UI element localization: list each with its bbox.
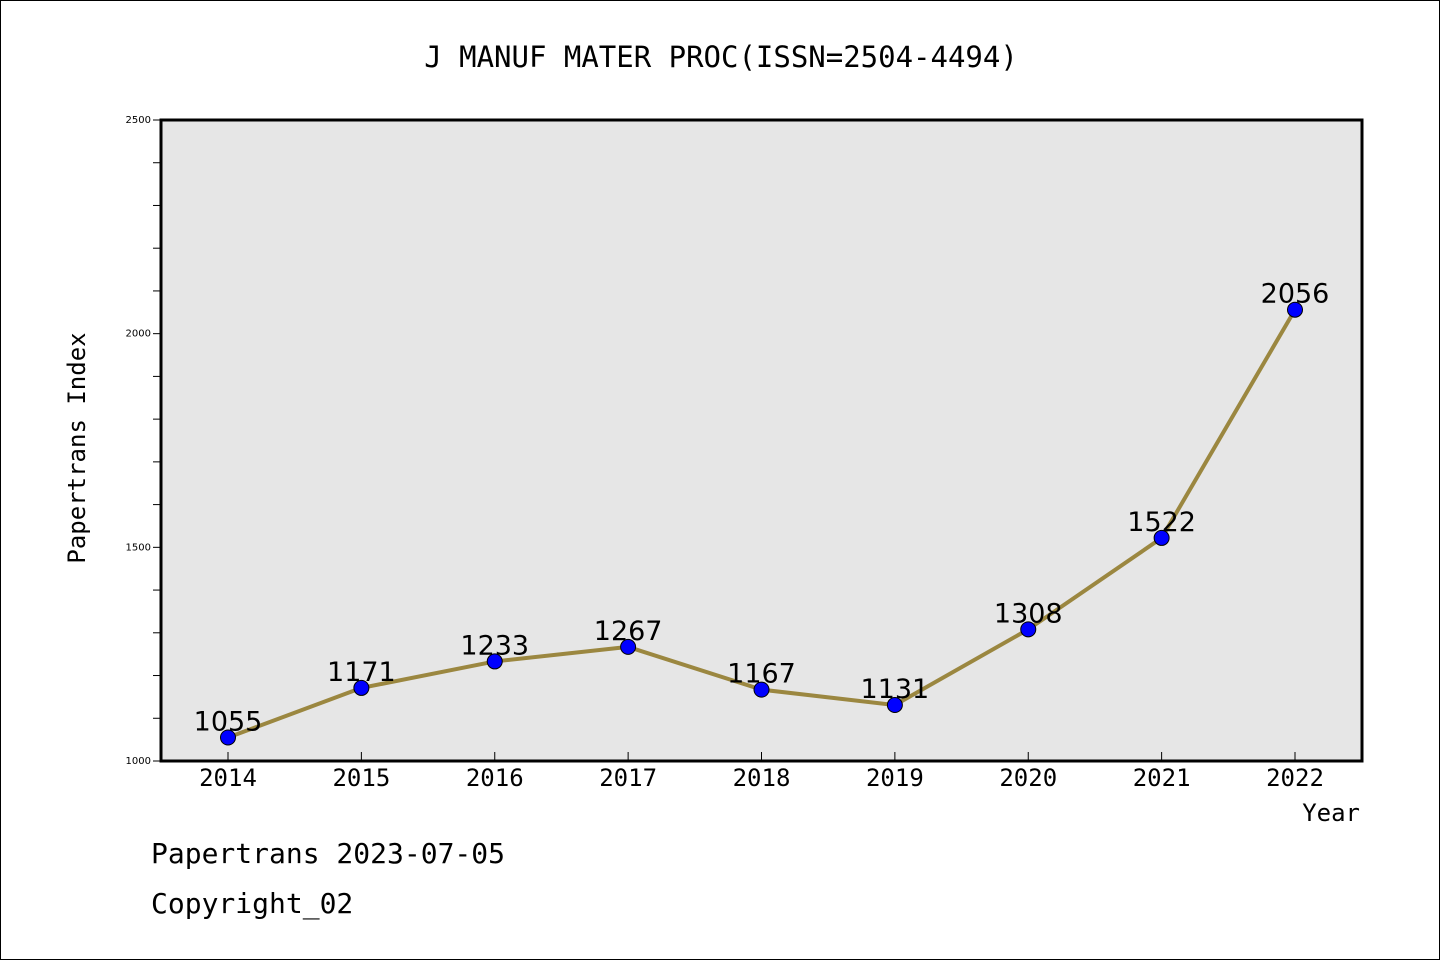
y-axis-label: Papertrans Index bbox=[63, 332, 91, 563]
x-tick-label: 2014 bbox=[199, 764, 257, 792]
x-tick-label: 2017 bbox=[599, 764, 657, 792]
data-label: 1171 bbox=[327, 657, 396, 688]
x-axis: 2014 2015 2016 2017 2018 2019 2020 2021 2022 bbox=[199, 752, 1324, 792]
data-label: 2056 bbox=[1261, 279, 1330, 310]
y-tick-label: 1000 bbox=[126, 756, 151, 767]
data-point bbox=[886, 697, 903, 714]
x-tick-label: 2021 bbox=[1133, 764, 1191, 792]
x-tick-label: 2016 bbox=[466, 764, 524, 792]
data-point bbox=[353, 679, 370, 696]
data-label: 1233 bbox=[460, 630, 529, 661]
data-point bbox=[1153, 529, 1170, 546]
x-tick-label: 2019 bbox=[866, 764, 924, 792]
footer-date: Papertrans 2023-07-05 bbox=[151, 837, 506, 870]
x-tick-label: 2022 bbox=[1266, 764, 1324, 792]
x-axis-label: Year bbox=[1302, 799, 1360, 827]
data-point bbox=[486, 653, 503, 670]
data-label: 1131 bbox=[861, 674, 930, 705]
y-tick-label: 2500 bbox=[126, 115, 151, 126]
data-label: 1267 bbox=[594, 616, 663, 647]
data-point bbox=[1287, 301, 1303, 318]
data-point bbox=[220, 729, 236, 746]
x-tick-label: 2015 bbox=[332, 764, 390, 792]
data-label: 1308 bbox=[994, 598, 1063, 629]
data-label: 1055 bbox=[194, 706, 263, 737]
y-tick-label: 1500 bbox=[126, 542, 151, 553]
footer-copyright: Copyright_02 bbox=[151, 887, 354, 920]
y-tick-label: 2000 bbox=[126, 329, 151, 340]
x-tick-label: 2018 bbox=[733, 764, 791, 792]
plot-area bbox=[159, 118, 1364, 763]
data-point bbox=[1020, 621, 1037, 638]
data-label: 1522 bbox=[1127, 507, 1196, 538]
data-label: 1167 bbox=[727, 659, 796, 690]
data-markers bbox=[220, 301, 1303, 746]
chart-title: J MANUF MATER PROC(ISSN=2504-4494) bbox=[424, 40, 1018, 74]
data-point bbox=[620, 638, 637, 655]
data-labels: 1055 1171 1233 1267 1167 1131 1308 1522 2056 bbox=[194, 279, 1330, 738]
y-axis: 1000 1500 2000 2500 bbox=[126, 115, 161, 767]
data-point bbox=[753, 681, 770, 698]
x-tick-label: 2020 bbox=[999, 764, 1057, 792]
